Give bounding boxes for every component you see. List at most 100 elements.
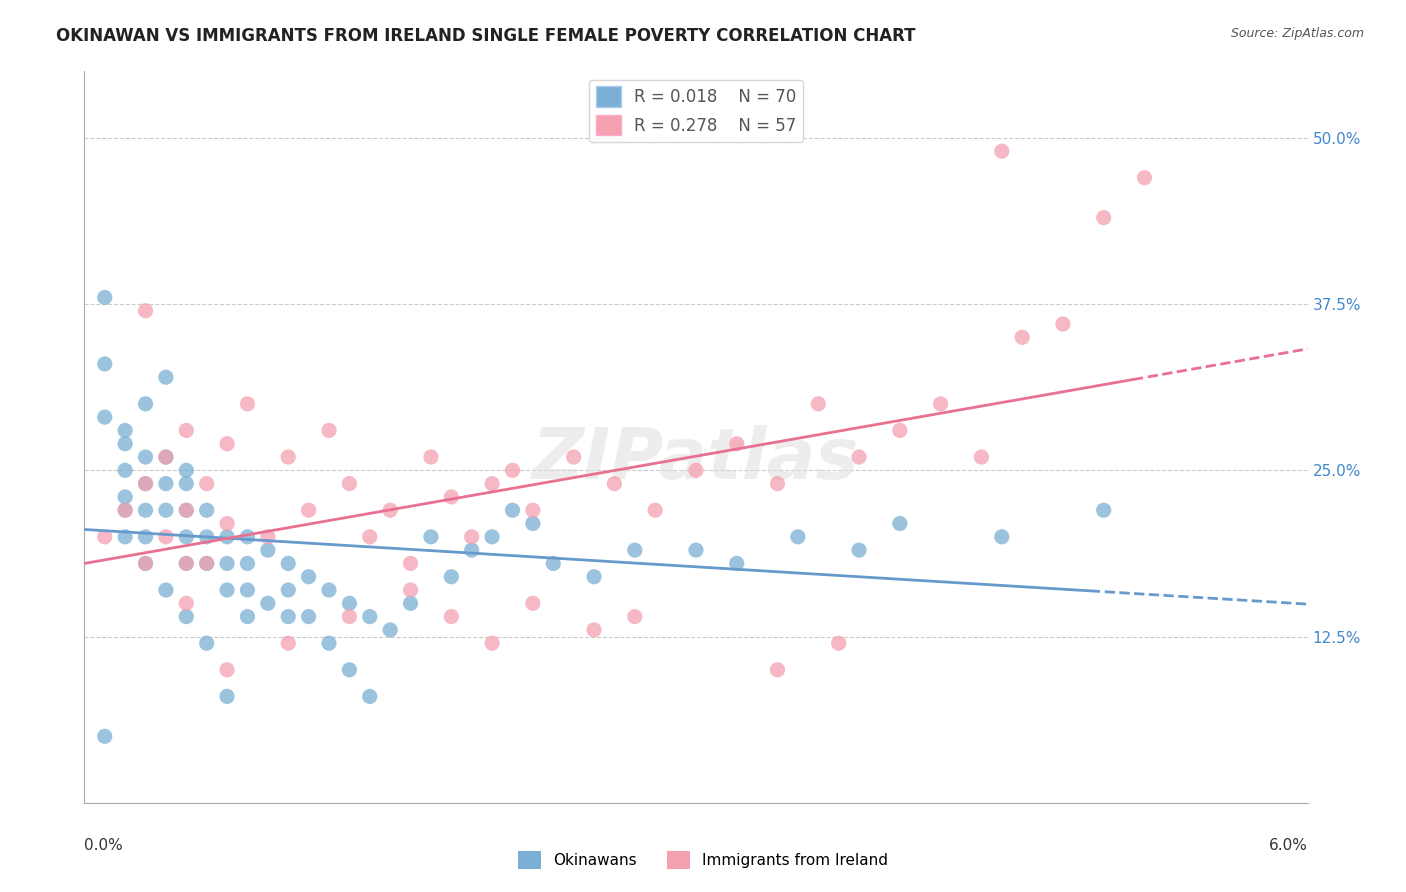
Immigrants from Ireland: [461, 530, 484, 544]
Okinawans: [543, 557, 565, 571]
Text: Source: ZipAtlas.com: Source: ZipAtlas.com: [1230, 27, 1364, 40]
Okinawans: [114, 436, 136, 450]
Okinawans: [114, 463, 136, 477]
Okinawans: [217, 530, 239, 544]
Immigrants from Ireland: [155, 530, 177, 544]
Immigrants from Ireland: [277, 450, 299, 464]
Okinawans: [176, 530, 198, 544]
Okinawans: [135, 503, 157, 517]
Immigrants from Ireland: [359, 530, 381, 544]
Immigrants from Ireland: [848, 450, 870, 464]
Okinawans: [236, 609, 259, 624]
Immigrants from Ireland: [440, 490, 463, 504]
Immigrants from Ireland: [522, 503, 544, 517]
Immigrants from Ireland: [236, 397, 259, 411]
Immigrants from Ireland: [502, 463, 524, 477]
Immigrants from Ireland: [195, 476, 218, 491]
Immigrants from Ireland: [195, 557, 218, 571]
Okinawans: [135, 557, 157, 571]
Okinawans: [889, 516, 911, 531]
Immigrants from Ireland: [155, 450, 177, 464]
Immigrants from Ireland: [685, 463, 707, 477]
Okinawans: [277, 609, 299, 624]
Immigrants from Ireland: [1133, 170, 1156, 185]
Immigrants from Ireland: [562, 450, 585, 464]
Immigrants from Ireland: [339, 476, 361, 491]
Okinawans: [195, 503, 218, 517]
Okinawans: [339, 663, 361, 677]
Okinawans: [583, 570, 606, 584]
Okinawans: [359, 690, 381, 704]
Immigrants from Ireland: [766, 476, 789, 491]
Okinawans: [277, 557, 299, 571]
Immigrants from Ireland: [603, 476, 626, 491]
Okinawans: [298, 609, 321, 624]
Okinawans: [176, 557, 198, 571]
Okinawans: [257, 543, 280, 558]
Immigrants from Ireland: [318, 424, 340, 438]
Okinawans: [195, 530, 218, 544]
Okinawans: [135, 397, 157, 411]
Immigrants from Ireland: [766, 663, 789, 677]
Okinawans: [114, 490, 136, 504]
Okinawans: [399, 596, 422, 610]
Okinawans: [93, 729, 117, 743]
Okinawans: [93, 410, 117, 425]
Okinawans: [195, 557, 218, 571]
Okinawans: [481, 530, 503, 544]
Okinawans: [685, 543, 707, 558]
Immigrants from Ireland: [440, 609, 463, 624]
Okinawans: [155, 503, 177, 517]
Okinawans: [93, 357, 117, 371]
Immigrants from Ireland: [135, 303, 157, 318]
Immigrants from Ireland: [217, 663, 239, 677]
Okinawans: [1092, 503, 1115, 517]
Okinawans: [236, 557, 259, 571]
Immigrants from Ireland: [399, 582, 422, 597]
Immigrants from Ireland: [583, 623, 606, 637]
Immigrants from Ireland: [1092, 211, 1115, 225]
Okinawans: [135, 476, 157, 491]
Okinawans: [624, 543, 647, 558]
Okinawans: [155, 450, 177, 464]
Immigrants from Ireland: [176, 424, 198, 438]
Immigrants from Ireland: [217, 436, 239, 450]
Immigrants from Ireland: [522, 596, 544, 610]
Okinawans: [848, 543, 870, 558]
Immigrants from Ireland: [481, 636, 503, 650]
Okinawans: [298, 570, 321, 584]
Immigrants from Ireland: [644, 503, 666, 517]
Okinawans: [135, 530, 157, 544]
Immigrants from Ireland: [135, 557, 157, 571]
Okinawans: [461, 543, 484, 558]
Immigrants from Ireland: [929, 397, 952, 411]
Immigrants from Ireland: [624, 609, 647, 624]
Legend: Okinawans, Immigrants from Ireland: Okinawans, Immigrants from Ireland: [512, 845, 894, 875]
Okinawans: [217, 690, 239, 704]
Okinawans: [155, 476, 177, 491]
Immigrants from Ireland: [277, 636, 299, 650]
Okinawans: [420, 530, 443, 544]
Okinawans: [217, 582, 239, 597]
Okinawans: [176, 503, 198, 517]
Okinawans: [176, 609, 198, 624]
Immigrants from Ireland: [991, 144, 1014, 158]
Immigrants from Ireland: [217, 516, 239, 531]
Okinawans: [155, 582, 177, 597]
Okinawans: [277, 582, 299, 597]
Immigrants from Ireland: [399, 557, 422, 571]
Okinawans: [318, 582, 340, 597]
Legend: R = 0.018    N = 70, R = 0.278    N = 57: R = 0.018 N = 70, R = 0.278 N = 57: [589, 79, 803, 142]
Immigrants from Ireland: [970, 450, 993, 464]
Immigrants from Ireland: [176, 503, 198, 517]
Okinawans: [135, 450, 157, 464]
Immigrants from Ireland: [93, 530, 117, 544]
Immigrants from Ireland: [1011, 330, 1033, 344]
Text: 6.0%: 6.0%: [1268, 838, 1308, 854]
Immigrants from Ireland: [420, 450, 443, 464]
Okinawans: [114, 530, 136, 544]
Okinawans: [787, 530, 810, 544]
Immigrants from Ireland: [725, 436, 748, 450]
Okinawans: [176, 463, 198, 477]
Okinawans: [236, 530, 259, 544]
